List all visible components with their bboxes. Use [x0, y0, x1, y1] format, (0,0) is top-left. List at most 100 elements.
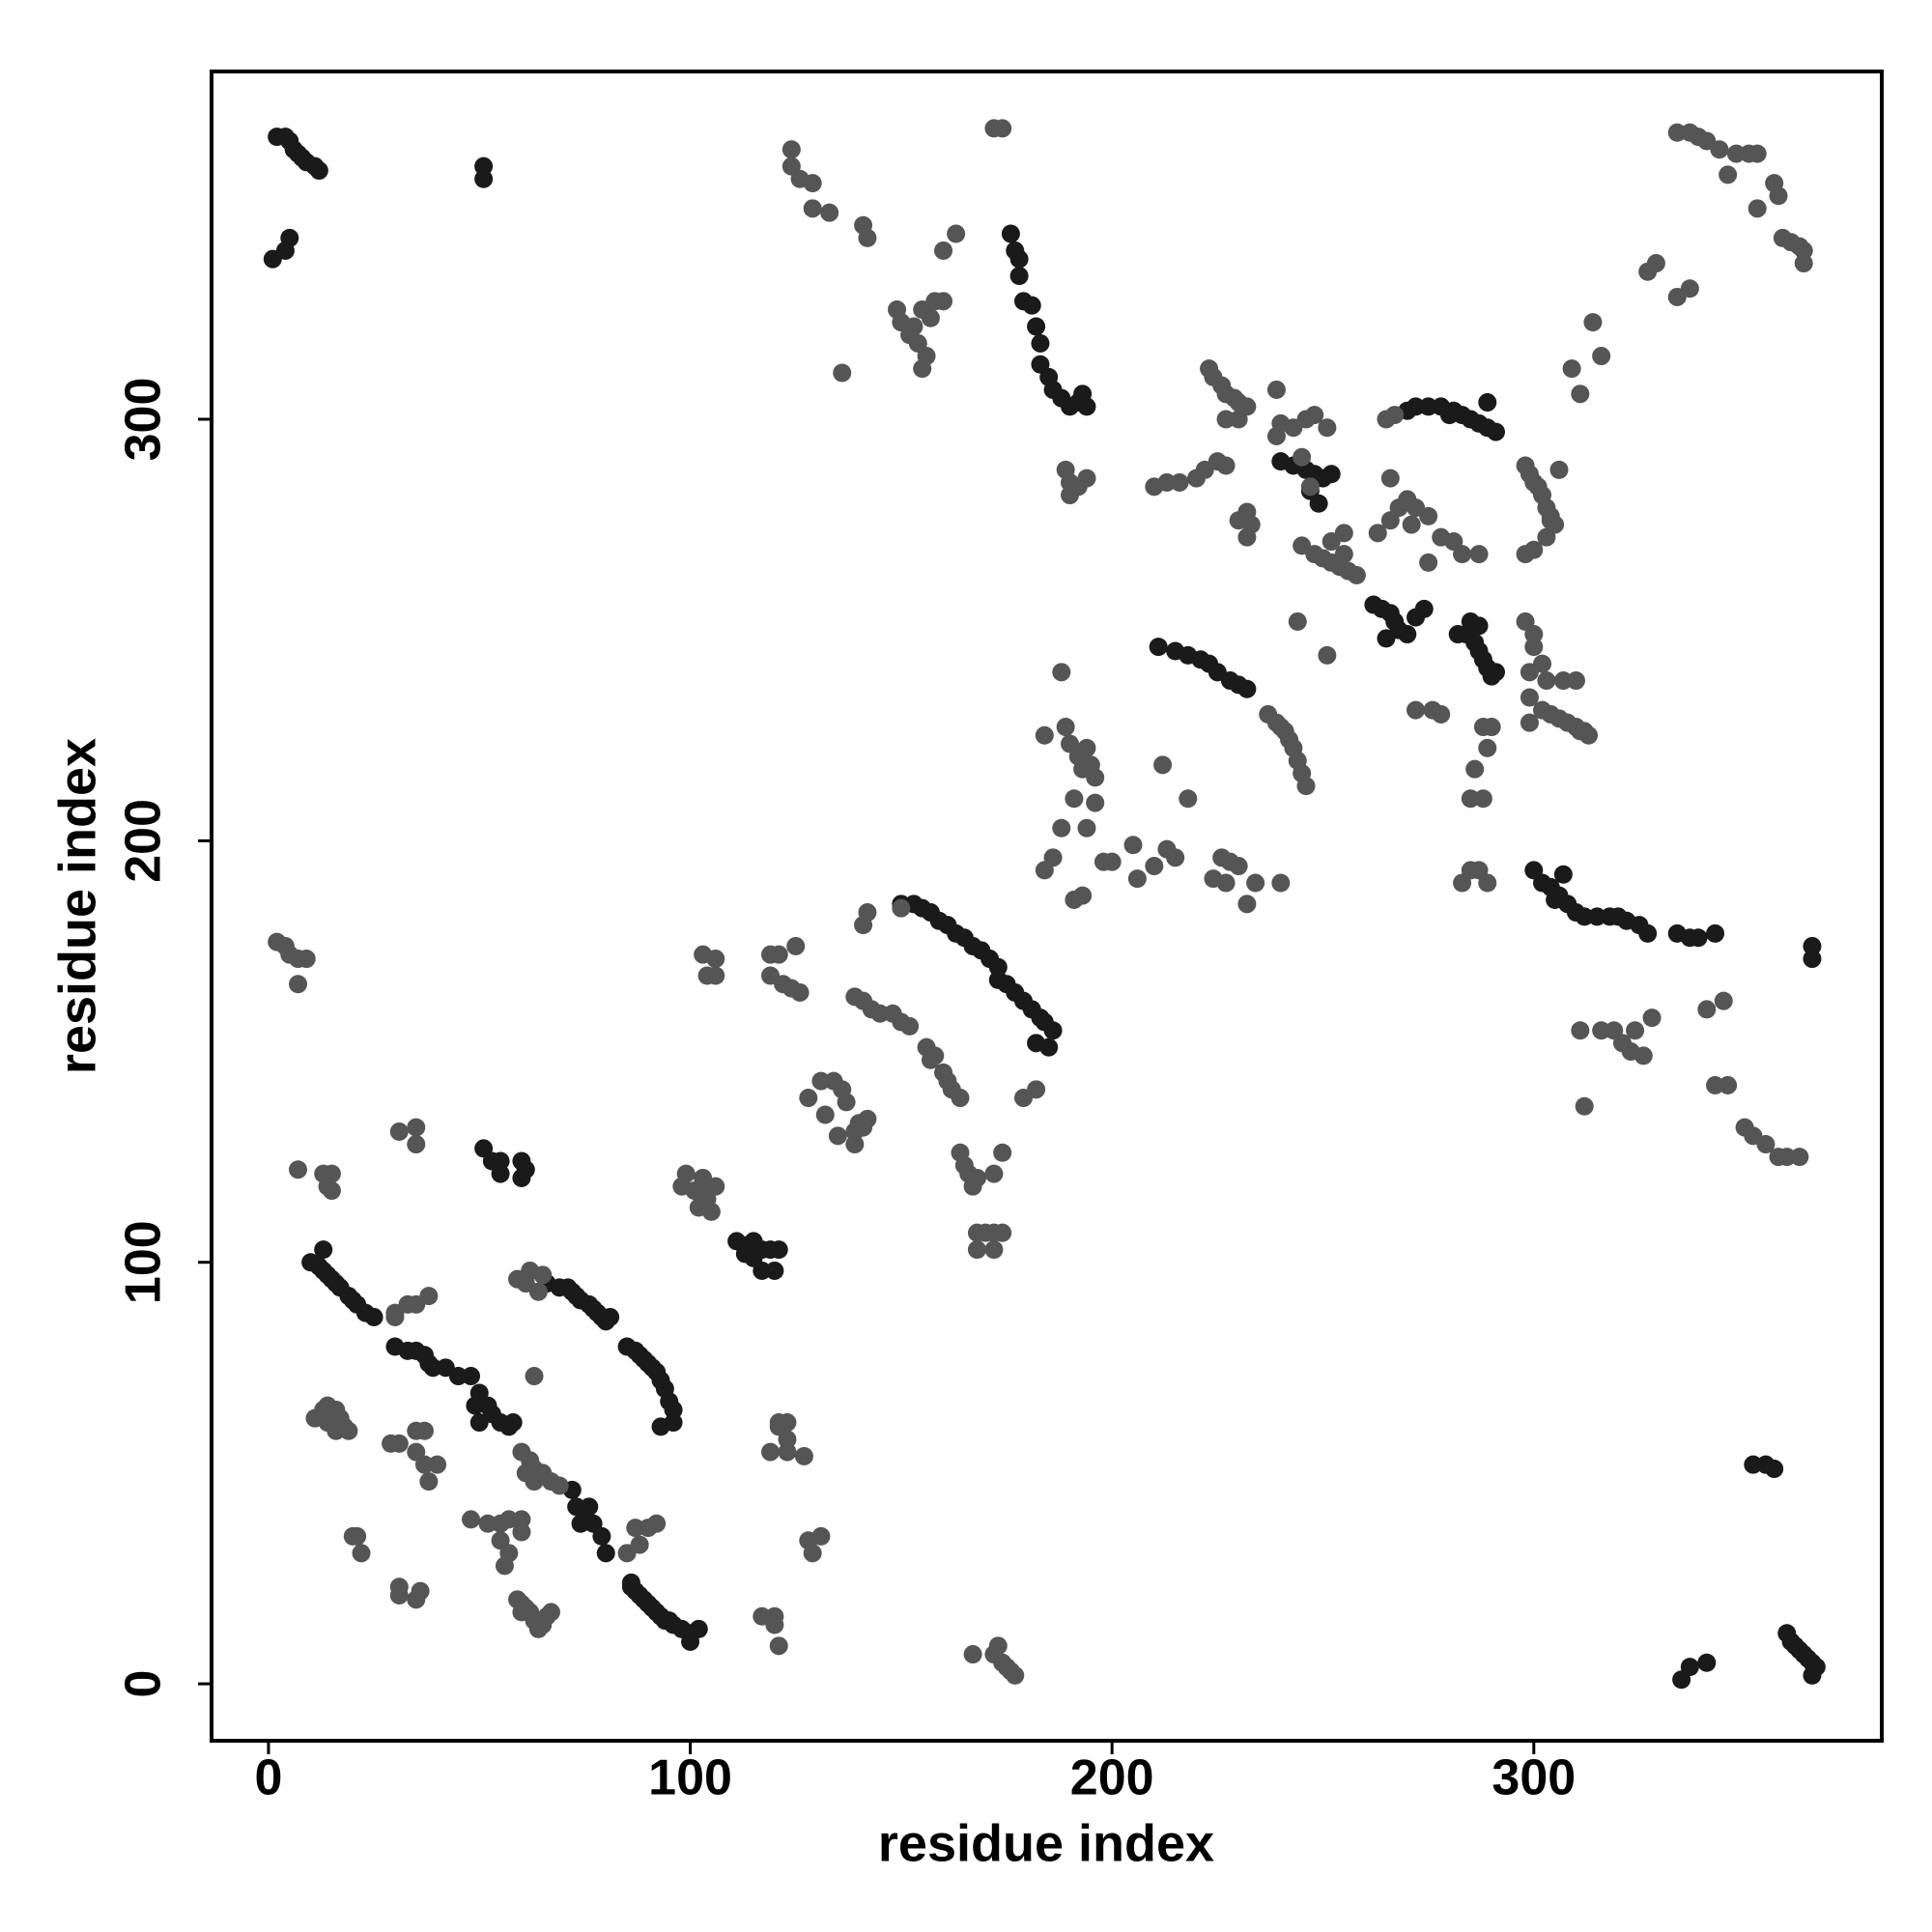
- point: [1587, 907, 1606, 926]
- point: [1566, 671, 1585, 691]
- point: [1039, 1037, 1059, 1057]
- point: [327, 1421, 346, 1440]
- point: [833, 363, 852, 383]
- point: [525, 1472, 544, 1492]
- point: [1035, 861, 1054, 880]
- point: [352, 1544, 371, 1563]
- point: [512, 1603, 531, 1622]
- point: [664, 1400, 683, 1419]
- point: [1571, 384, 1590, 404]
- point: [803, 199, 822, 218]
- point: [1296, 777, 1316, 796]
- y-tick-label: 300: [116, 378, 172, 462]
- point: [778, 1442, 797, 1462]
- point: [1318, 645, 1337, 665]
- point: [689, 1619, 708, 1638]
- point: [913, 359, 932, 379]
- point: [466, 1396, 485, 1415]
- point: [1461, 789, 1480, 809]
- point: [706, 966, 725, 985]
- point: [478, 1514, 497, 1533]
- point: [1246, 873, 1265, 893]
- point: [1744, 1126, 1763, 1146]
- point: [1052, 818, 1071, 838]
- point: [462, 1510, 481, 1529]
- point: [1461, 861, 1480, 880]
- point: [309, 161, 328, 181]
- point: [289, 1160, 308, 1179]
- point: [512, 1510, 531, 1529]
- point: [1216, 410, 1236, 429]
- point: [592, 1526, 611, 1546]
- point: [385, 1307, 405, 1326]
- point: [626, 1519, 645, 1538]
- point: [799, 1089, 818, 1108]
- point: [525, 1367, 544, 1386]
- point: [967, 1240, 986, 1260]
- point: [1179, 789, 1198, 809]
- point: [781, 140, 801, 159]
- y-tick-label: 200: [116, 799, 172, 883]
- point: [1794, 254, 1813, 273]
- point: [407, 1135, 426, 1154]
- point: [1634, 1046, 1653, 1065]
- point: [1402, 515, 1421, 534]
- point: [1102, 852, 1122, 871]
- point: [1347, 565, 1366, 584]
- point: [706, 950, 725, 969]
- point: [428, 1455, 447, 1474]
- point: [1157, 472, 1177, 492]
- point: [389, 1585, 409, 1605]
- point: [1056, 718, 1075, 737]
- point: [820, 203, 839, 222]
- point: [1123, 836, 1143, 855]
- point: [765, 1261, 784, 1280]
- point: [1432, 704, 1451, 724]
- point: [1035, 725, 1054, 745]
- point: [1077, 818, 1096, 838]
- point: [1043, 1021, 1063, 1040]
- point: [1027, 1080, 1046, 1099]
- point: [1288, 611, 1307, 631]
- point: [1642, 1009, 1662, 1028]
- point: [1553, 865, 1573, 884]
- point: [1553, 671, 1573, 691]
- point: [414, 1421, 434, 1440]
- point: [1027, 317, 1046, 336]
- point: [1293, 447, 1312, 467]
- point: [1061, 486, 1080, 505]
- point: [1414, 599, 1434, 618]
- point: [1153, 755, 1173, 775]
- point: [1009, 267, 1029, 286]
- point: [993, 119, 1012, 138]
- point: [1803, 936, 1822, 955]
- point: [1380, 469, 1400, 488]
- point: [1592, 347, 1611, 366]
- point: [314, 1240, 333, 1260]
- point: [275, 241, 295, 260]
- point: [1006, 1665, 1025, 1685]
- point: [647, 1514, 667, 1533]
- point: [1706, 1075, 1725, 1094]
- point: [753, 1261, 772, 1280]
- point: [1549, 460, 1569, 479]
- point: [1790, 1148, 1809, 1167]
- point: [892, 898, 911, 918]
- point: [1803, 1665, 1822, 1685]
- point: [1309, 494, 1328, 513]
- point: [1368, 524, 1387, 543]
- point: [1166, 848, 1185, 867]
- point: [407, 1118, 426, 1137]
- point: [765, 1615, 784, 1634]
- point: [963, 1177, 982, 1196]
- point: [1300, 477, 1320, 497]
- point: [289, 975, 308, 994]
- point: [790, 982, 810, 1002]
- point: [1149, 638, 1168, 657]
- point: [469, 1413, 489, 1433]
- point: [1706, 923, 1725, 943]
- point: [1747, 199, 1767, 218]
- point: [1065, 789, 1084, 809]
- point: [1170, 472, 1189, 492]
